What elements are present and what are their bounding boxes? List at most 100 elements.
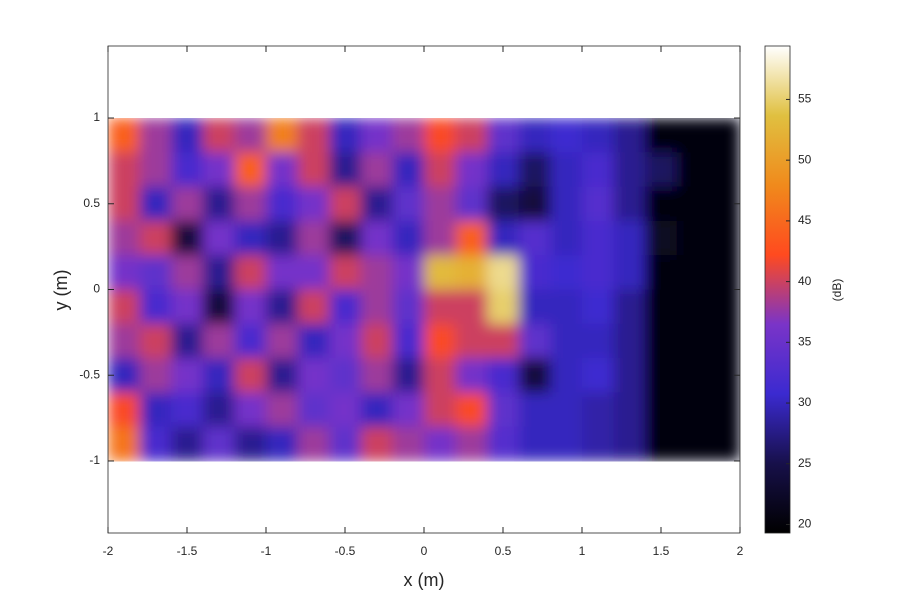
heat-cell	[550, 118, 583, 153]
heat-cell	[424, 152, 457, 188]
heat-cell	[139, 323, 172, 359]
heat-cell	[360, 152, 393, 188]
heat-cell	[392, 186, 425, 222]
colorbar-tick-label: 35	[798, 335, 812, 349]
heat-cell	[487, 118, 520, 153]
heat-cell	[676, 426, 709, 462]
heat-cell	[202, 426, 235, 462]
colorbar-tick-label: 55	[798, 92, 812, 106]
heat-cell	[266, 426, 299, 462]
heat-cell	[139, 426, 172, 462]
heat-cell	[329, 289, 362, 325]
heat-cell	[171, 392, 204, 428]
heat-cell	[297, 392, 330, 428]
heat-cell	[108, 426, 141, 462]
heat-cell	[518, 358, 551, 393]
colorbar-tick-label: 40	[798, 274, 812, 288]
heat-cell	[297, 255, 330, 290]
heat-cell	[424, 358, 457, 393]
heat-cell	[360, 426, 393, 462]
heat-cell	[550, 152, 583, 188]
heat-cell	[424, 255, 457, 290]
heat-cell	[266, 118, 299, 153]
heat-cell	[329, 323, 362, 359]
heat-cell	[392, 323, 425, 359]
heat-cell	[487, 152, 520, 188]
heat-cell	[676, 289, 709, 325]
heat-cell	[139, 186, 172, 222]
heat-cell	[392, 426, 425, 462]
heat-cell	[202, 152, 235, 188]
heat-cell	[266, 220, 299, 256]
heat-cell	[171, 358, 204, 393]
heat-cell	[424, 118, 457, 153]
heat-cell	[234, 152, 267, 188]
heat-cell	[518, 118, 551, 153]
heat-cell	[582, 220, 615, 256]
heat-cell	[645, 118, 678, 153]
heat-cell	[424, 220, 457, 256]
heat-cell	[329, 118, 362, 153]
heat-cell	[582, 152, 615, 188]
heat-cell	[360, 358, 393, 393]
heat-cell	[108, 392, 141, 428]
heat-cell	[518, 186, 551, 222]
heat-cell	[487, 358, 520, 393]
heat-cell	[266, 358, 299, 393]
heat-cell	[329, 392, 362, 428]
heat-cell	[202, 289, 235, 325]
heat-cell	[234, 323, 267, 359]
x-tick-label: 1.5	[653, 544, 670, 558]
heat-cell	[392, 118, 425, 153]
x-tick-label: 0	[421, 544, 428, 558]
heat-cell	[329, 358, 362, 393]
y-tick-label: 1	[93, 110, 100, 124]
heat-cell	[676, 323, 709, 359]
heat-cell	[360, 186, 393, 222]
heat-cell	[487, 323, 520, 359]
heat-cell	[613, 426, 646, 462]
heat-cell	[234, 358, 267, 393]
heat-cell	[424, 426, 457, 462]
heat-cell	[234, 255, 267, 290]
colorbar-tick-label: 30	[798, 395, 812, 409]
heat-cell	[202, 323, 235, 359]
heat-cell	[171, 220, 204, 256]
heat-cell	[582, 323, 615, 359]
heat-cell	[455, 152, 488, 188]
heat-cell	[297, 289, 330, 325]
heat-cell	[108, 323, 141, 359]
heat-cell	[518, 152, 551, 188]
colorbar-tick-label: 50	[798, 152, 812, 166]
heat-cell	[676, 186, 709, 222]
heat-cell	[171, 323, 204, 359]
heat-cell	[487, 220, 520, 256]
heat-cell	[266, 323, 299, 359]
heat-cell	[392, 289, 425, 325]
heat-cell	[550, 323, 583, 359]
heat-cell	[708, 323, 740, 359]
heat-cell	[518, 323, 551, 359]
x-tick-label: 0.5	[495, 544, 512, 558]
heat-cell	[676, 118, 709, 153]
heat-cell	[329, 255, 362, 290]
heat-cell	[297, 220, 330, 256]
heat-cell	[392, 358, 425, 393]
heat-cell	[676, 255, 709, 290]
heat-cell	[297, 118, 330, 153]
heat-cell	[487, 255, 520, 290]
y-tick-label: 0.5	[83, 196, 100, 210]
heat-cell	[171, 426, 204, 462]
heat-cell	[297, 358, 330, 393]
heat-cell	[487, 186, 520, 222]
heat-cell	[266, 289, 299, 325]
heat-cell	[455, 255, 488, 290]
heat-cell	[613, 392, 646, 428]
x-tick-label: -1.5	[177, 544, 198, 558]
heat-cell	[582, 392, 615, 428]
heat-cell	[550, 220, 583, 256]
heat-cell	[297, 186, 330, 222]
y-tick-label: -1	[89, 453, 100, 467]
heat-cell	[613, 323, 646, 359]
x-tick-label: 2	[737, 544, 744, 558]
